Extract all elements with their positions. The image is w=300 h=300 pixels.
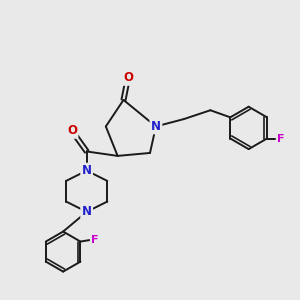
Text: N: N	[151, 120, 161, 133]
Text: O: O	[123, 71, 133, 84]
Text: F: F	[277, 134, 285, 143]
Text: F: F	[92, 235, 99, 245]
Text: N: N	[82, 164, 92, 177]
Text: O: O	[67, 124, 77, 137]
Text: N: N	[82, 205, 92, 218]
